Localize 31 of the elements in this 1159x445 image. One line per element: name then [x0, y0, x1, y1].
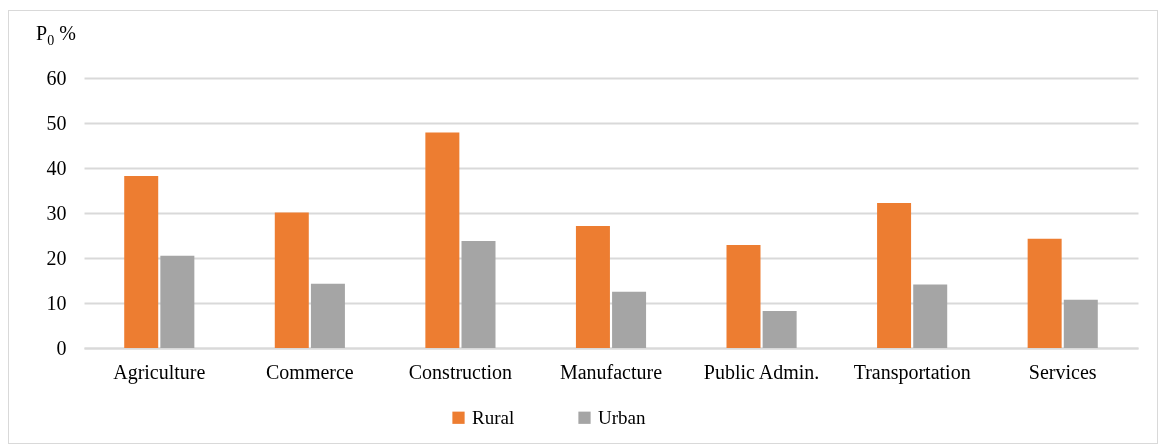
- bar: [274, 212, 309, 348]
- x-tick-label: Agriculture: [113, 360, 206, 384]
- x-tick-label: Transportation: [853, 360, 971, 384]
- bar: [762, 311, 797, 348]
- x-tick-label: Public Admin.: [703, 360, 820, 383]
- bar: [612, 291, 647, 348]
- bar: [124, 176, 159, 348]
- legend-label: Rural: [472, 406, 515, 428]
- bar: [461, 240, 496, 348]
- y-axis-title: P$_{0}$ %: [36, 22, 76, 49]
- legend-label: Urban: [598, 406, 646, 428]
- y-tick-label: 60: [46, 66, 67, 89]
- y-tick-label: 30: [46, 201, 67, 224]
- x-tick-label: Services: [1028, 360, 1097, 383]
- bar: [1027, 238, 1062, 348]
- y-tick-label: 20: [46, 246, 67, 269]
- bar: [160, 255, 195, 348]
- y-tick-label: 50: [46, 111, 67, 134]
- bar: [877, 203, 912, 348]
- x-tick-label: Commerce: [265, 360, 354, 383]
- y-tick-label: 0: [56, 336, 67, 359]
- x-tick-label: Construction: [408, 360, 513, 383]
- bar: [425, 132, 460, 348]
- bar: [575, 226, 610, 348]
- bar: [1063, 299, 1098, 348]
- y-tick-label: 40: [46, 156, 67, 179]
- x-tick-label: Manufacture: [559, 360, 663, 383]
- bar: [913, 284, 948, 348]
- bar: [310, 283, 345, 348]
- y-tick-label: 10: [46, 291, 67, 314]
- bar: [726, 244, 761, 348]
